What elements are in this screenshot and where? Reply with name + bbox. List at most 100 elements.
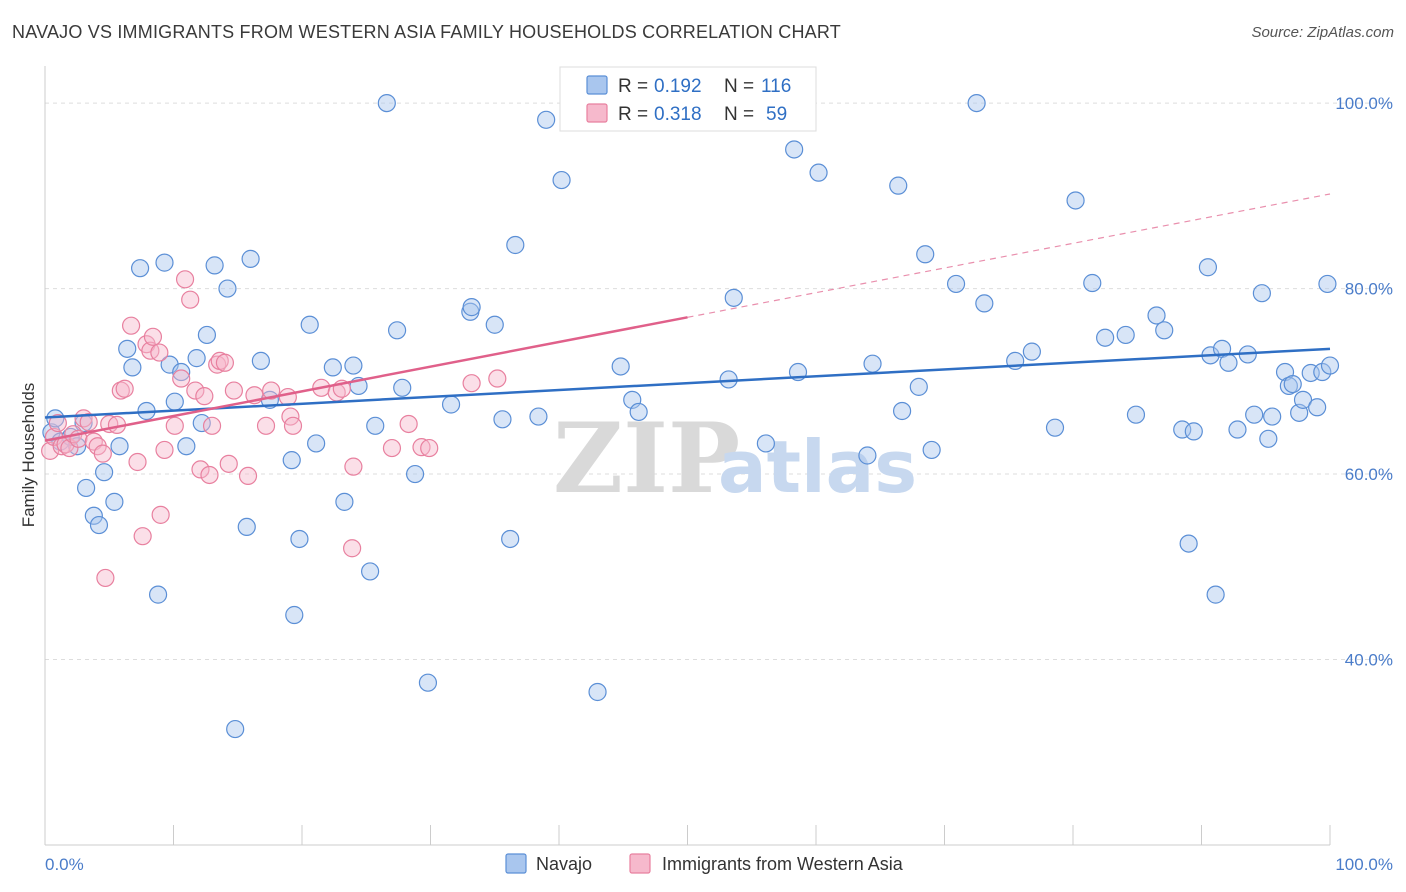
navajo-point-76: [922, 440, 941, 460]
navajo-point-87: [1126, 405, 1146, 424]
navajo-point-86: [1116, 325, 1135, 345]
navajo-point-83: [1066, 191, 1085, 210]
bottom-legend-navajo: Navajo: [536, 854, 592, 874]
navajo-point-98: [1228, 420, 1247, 439]
navajo-point-97: [1219, 353, 1238, 372]
immigrants-point-29: [175, 270, 195, 289]
navajo-point-81: [1022, 342, 1041, 361]
navajo-point-79: [975, 294, 994, 313]
legend-n-value-2: 59: [766, 104, 787, 125]
immigrants-trend-line: [44, 316, 688, 442]
immigrants-point-26: [155, 440, 174, 460]
watermark-zip: ZIP: [553, 402, 740, 515]
immigrants-point-18: [121, 316, 141, 335]
navajo-point-29: [241, 249, 260, 268]
immigrants-point-33: [195, 387, 214, 406]
navajo-point-14: [130, 259, 150, 278]
trend-lines: [44, 193, 1331, 442]
immigrants-point-13: [96, 568, 115, 588]
immigrants-point-23: [143, 327, 163, 346]
navajo-point-92: [1184, 422, 1203, 441]
navajo-point-30: [251, 351, 270, 371]
navajo-point-108: [1293, 390, 1313, 409]
top-legend: R = 0.192 N = 116 R = 0.318 N = 59: [559, 66, 817, 132]
immigrants-point-51: [343, 539, 362, 558]
navajo-point-10: [105, 492, 124, 511]
x-tick-label-0: 0.0%: [45, 855, 84, 874]
navajo-point-11: [110, 437, 129, 456]
navajo-point-52: [493, 410, 512, 429]
navajo-point-102: [1259, 429, 1278, 448]
immigrants-point-17: [115, 379, 134, 398]
immigrants-point-9: [79, 413, 98, 432]
immigrants-point-44: [262, 381, 281, 400]
bottom-legend-swatch-immigrants: [629, 853, 651, 874]
navajo-point-89: [1155, 321, 1174, 340]
navajo-point-74: [909, 377, 928, 396]
watermark: ZIP atlas: [553, 402, 917, 515]
immigrants-point-28: [172, 369, 191, 388]
legend-swatch-navajo: [586, 75, 608, 95]
navajo-point-35: [300, 315, 319, 334]
navajo-point-32: [282, 451, 301, 470]
bottom-legend-swatch-navajo: [505, 853, 527, 874]
chart-title: NAVAJO VS IMMIGRANTS FROM WESTERN ASIA F…: [12, 22, 841, 42]
navajo-point-38: [335, 492, 354, 511]
immigrants-point-40: [224, 381, 243, 400]
navajo-point-82: [1045, 418, 1065, 437]
immigrants-point-55: [412, 438, 431, 457]
bottom-legend: Navajo Immigrants from Western Asia: [505, 853, 904, 874]
navajo-point-100: [1245, 405, 1264, 424]
navajo-point-48: [441, 395, 461, 414]
navajo-point-93: [1198, 258, 1218, 277]
immigrants-point-27: [165, 416, 184, 435]
y-axis-label: Family Households: [19, 383, 38, 528]
navajo-point-42: [366, 416, 385, 435]
immigrants-point-19: [128, 452, 147, 472]
navajo-point-78: [967, 93, 986, 113]
navajo-point-54: [506, 235, 525, 255]
tick-labels: 40.0% 60.0% 80.0% 100.0% 0.0% 100.0%: [45, 94, 1393, 874]
navajo-point-26: [218, 279, 237, 298]
immigrants-point-12: [93, 444, 112, 463]
immigrants-point-20: [133, 527, 152, 546]
immigrants-point-54: [399, 414, 418, 434]
immigrants-point-2: [48, 413, 67, 433]
navajo-point-95: [1206, 585, 1225, 604]
navajo-point-21: [177, 437, 196, 456]
immigrants-point-31: [186, 381, 205, 400]
y-tick-label-40: 40.0%: [1345, 651, 1393, 670]
navajo-point-13: [123, 358, 142, 377]
navajo-point-16: [148, 585, 168, 604]
navajo-point-67: [785, 140, 804, 159]
immigrants-point-24: [150, 343, 169, 362]
navajo-point-73: [892, 401, 912, 421]
navajo-point-50: [462, 298, 481, 317]
immigrants-point-35: [202, 416, 222, 435]
navajo-point-33: [285, 605, 304, 625]
navajo-point-7: [84, 506, 103, 525]
immigrants-point-25: [151, 505, 170, 524]
navajo-point-43: [377, 93, 396, 113]
immigrants-point-22: [141, 341, 160, 360]
immigrants-trend-extension: [687, 193, 1331, 318]
navajo-point-113: [1320, 356, 1340, 375]
immigrants-point-58: [488, 369, 507, 388]
navajo-point-101: [1252, 284, 1271, 303]
immigrants-point-30: [181, 290, 200, 309]
navajo-point-17: [155, 253, 174, 272]
navajo-point-8: [89, 515, 109, 535]
legend-n-label-2: N =: [724, 104, 754, 125]
y-tick-label-80: 80.0%: [1345, 280, 1393, 299]
navajo-point-39: [344, 356, 363, 375]
navajo-point-90: [1173, 420, 1192, 439]
immigrants-point-38: [215, 353, 234, 372]
immigrants-point-39: [219, 454, 238, 473]
navajo-point-57: [552, 170, 571, 190]
axes: [44, 66, 1331, 846]
immigrants-point-56: [420, 438, 439, 458]
navajo-point-55: [529, 407, 548, 426]
immigrants-point-53: [382, 438, 402, 458]
immigrants-point-47: [283, 416, 303, 435]
